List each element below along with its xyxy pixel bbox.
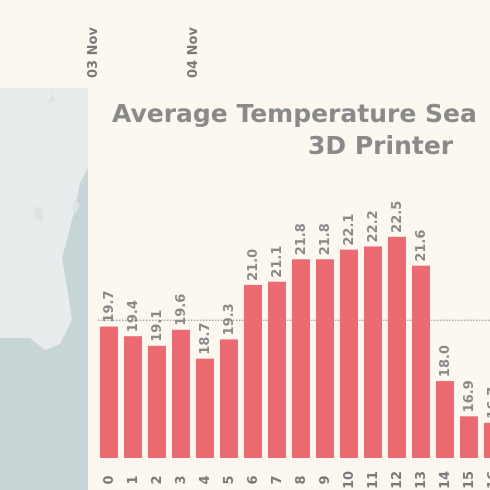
bar-value-label: 19.6 [174,294,189,326]
x-tick-label: 4 [198,475,213,484]
chart-title-line1: Average Temperature Sea [112,99,477,128]
map-image [0,88,88,490]
bar-4[interactable] [196,358,214,458]
x-tick-label: 5 [222,475,237,484]
x-tick-label: 14 [438,471,453,489]
bar-9[interactable] [316,259,334,458]
bar-value-label: 21.8 [294,223,309,255]
bar-value-label: 16.7 [486,387,490,419]
bar-value-label: 18.0 [438,345,453,377]
x-tick-label: 15 [462,471,477,489]
bar-0[interactable] [100,326,118,458]
bar-value-label: 16.9 [462,380,477,412]
bar-value-label: 22.2 [366,210,381,242]
bar-value-label: 19.1 [150,310,165,342]
bar-8[interactable] [292,259,310,458]
bar-7[interactable] [268,281,286,458]
bar-value-label: 22.5 [390,201,405,233]
x-tick-label: 8 [294,475,309,484]
bar-value-label: 21.0 [246,249,261,281]
bar-value-label: 18.7 [198,323,213,355]
bar-11[interactable] [364,246,382,458]
x-tick-label: 7 [270,475,285,484]
chart-title: Average Temperature Sea 3D Printer [112,98,490,162]
bar-6[interactable] [244,284,262,458]
bar-1[interactable] [124,336,142,458]
x-tick-label: 1 [126,475,141,484]
x-tick-label: 3 [174,475,189,484]
x-tick-label: 13 [414,471,429,489]
x-tick-label: 9 [318,475,333,484]
bar-value-label: 21.8 [318,223,333,255]
x-tick-label: 12 [390,471,405,489]
bar-value-label: 21.1 [270,246,285,278]
bar-15[interactable] [460,416,478,458]
bar-5[interactable] [220,339,238,458]
bar-value-label: 21.6 [414,230,429,262]
x-tick-label: 0 [102,475,117,484]
x-tick-label: 6 [246,475,261,484]
bar-12[interactable] [388,236,406,458]
x-tick-label: 16 [486,471,490,489]
x-tick-label: 11 [366,471,381,489]
bar-14[interactable] [436,381,454,458]
bar-16[interactable] [484,422,490,458]
bar-value-label: 19.7 [102,290,117,322]
bar-value-label: 19.3 [222,303,237,335]
x-tick-label: 10 [342,471,357,489]
bar-value-label: 19.4 [126,300,141,332]
bar-13[interactable] [412,265,430,458]
bar-3[interactable] [172,329,190,458]
x-tick-label: 2 [150,475,165,484]
bar-value-label: 22.1 [342,214,357,246]
map-panel[interactable] [0,88,88,490]
bar-10[interactable] [340,249,358,458]
chart-title-line2: 3D Printer [308,131,454,160]
bar-2[interactable] [148,345,166,458]
